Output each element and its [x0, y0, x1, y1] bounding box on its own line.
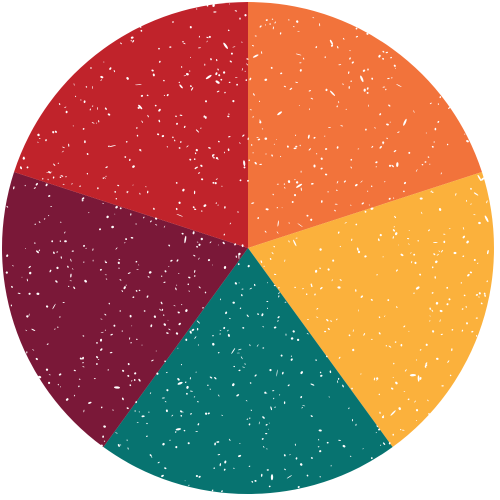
pie-slice-1: [248, 2, 482, 248]
pie-slice-2: [248, 171, 495, 448]
pie-slice-5: [14, 2, 249, 248]
pie-slices: [1, 2, 495, 495]
pie-slice-3: [103, 248, 393, 495]
pie-slice-4: [1, 171, 248, 448]
